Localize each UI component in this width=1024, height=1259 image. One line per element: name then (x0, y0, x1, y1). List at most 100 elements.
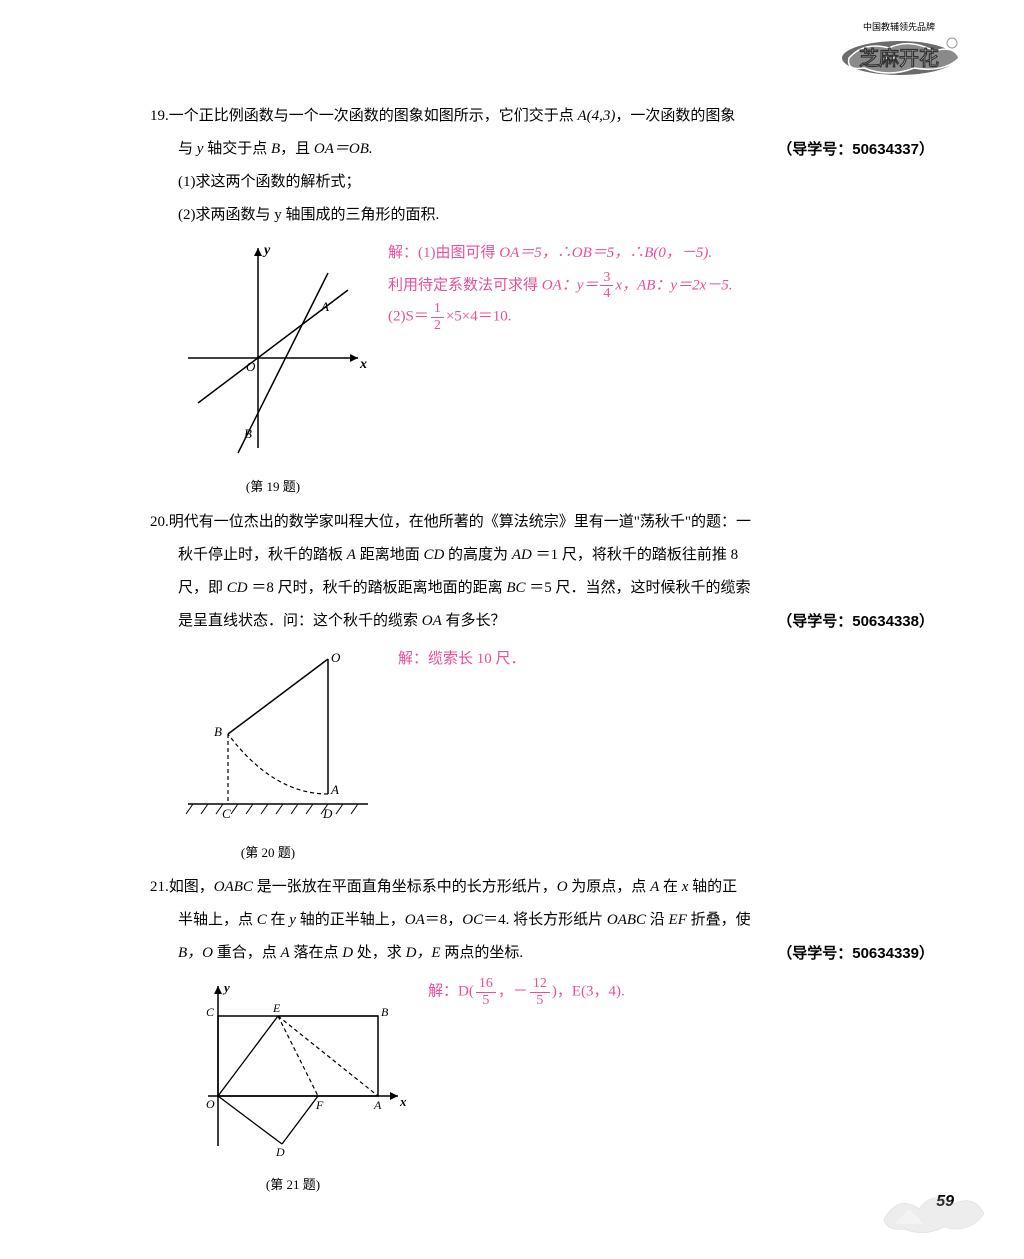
q19-ans1-d: OA：y＝ (542, 277, 599, 293)
q19-ans1-b: OA＝5，∴OB＝5，∴B(0，－5). (499, 245, 712, 261)
q21-t3d: 处，求 (353, 945, 406, 961)
q21-D: D (342, 945, 353, 961)
q21-t2d: ＝8， (425, 912, 463, 928)
q20-D-lbl: D (322, 806, 333, 821)
q21-ref: （导学号：50634339） (777, 937, 934, 970)
q19-f2d: 2 (431, 318, 444, 333)
q19-f2n: 1 (431, 301, 444, 317)
q21-f2d: 5 (530, 993, 550, 1008)
q19-x-label: x (359, 357, 367, 372)
question-19: 19.一个正比例函数与一个一次函数的图象如图所示，它们交于点 A(4,3)，一次… (150, 100, 934, 502)
q19-eq1: OA＝OB. (314, 141, 373, 157)
q21-t1d: 在 (659, 879, 682, 895)
q21-line3: B，O 重合，点 A 落在点 D 处，求 D，E 两点的坐标. （导学号：506… (150, 945, 523, 961)
q21-f2n: 12 (530, 976, 550, 992)
q20-t1: 明代有一位杰出的数学家叫程大位，在他所著的《算法统宗》里有一道"荡秋千"的题：一 (169, 514, 751, 530)
q21-figure-block: y x C B O A E F D (第 21 (150, 976, 934, 1200)
q21-t3a: B，O (178, 945, 213, 961)
watermark-bottom (874, 1179, 994, 1239)
q21-t2e: ＝4. 将长方形纸片 (483, 912, 607, 928)
q20-figure: O A D B C (第 20 题) (178, 644, 378, 868)
q19-f1d: 4 (600, 286, 613, 301)
q19-answer: 解：(1)由图可得 OA＝5，∴OB＝5，∴B(0，－5). 利用待定系数法可求… (388, 238, 934, 333)
q19-pointA: A(4,3) (578, 108, 616, 124)
q20-B-lbl: B (214, 724, 222, 739)
q21-O: O (557, 879, 568, 895)
q21-EF: EF (669, 912, 687, 928)
q21-figcap: (第 21 题) (178, 1171, 408, 1200)
q21-y: y (289, 912, 296, 928)
q21-t1a: 如图， (169, 879, 214, 895)
q21-t1e: 轴的正 (688, 879, 737, 895)
q19-ans1-a: 解：(1)由图可得 (388, 245, 499, 261)
q20-OA: OA (422, 613, 442, 629)
q19-ref: （导学号：50634337） (777, 133, 934, 166)
brand-topline: 中国教辅领先品牌 (834, 20, 964, 33)
q21-t2c: 轴的正半轴上， (296, 912, 405, 928)
q21-t3b: 重合，点 (213, 945, 281, 961)
q21-ans-a: 解：D( (428, 984, 474, 1000)
brand-logo-top: 中国教辅领先品牌 芝麻开花 (834, 20, 964, 80)
q20-t2c: 的高度为 (444, 547, 512, 563)
q21-number: 21. (150, 879, 169, 895)
q21-t2g: 折叠，使 (687, 912, 751, 928)
q20-line3: 尺，即 CD ＝8 尺时，秋千的踏板距离地面的距离 BC ＝5 尺．当然，这时候… (150, 580, 751, 596)
q21-B-lbl: B (381, 1005, 389, 1019)
q20-A-lbl: A (330, 782, 339, 797)
q20-t4a: 是呈直线状态．问：这个秋千的缆索 (178, 613, 422, 629)
q21-C: C (257, 912, 267, 928)
q21-A2: A (281, 945, 290, 961)
q21-C-lbl: C (206, 1005, 215, 1019)
q21-t2b: 在 (267, 912, 290, 928)
q21-y-lbl: y (222, 980, 230, 995)
q19-l2-a: 与 (178, 141, 197, 157)
q19-ans2-b: ×5×4＝10. (446, 309, 512, 325)
q21-ans-b: ，－ (498, 984, 528, 1000)
q21-OA2: OA (405, 912, 425, 928)
q19-text-1a: 一个正比例函数与一个一次函数的图象如图所示，它们交于点 (169, 108, 578, 124)
q20-figure-block: O A D B C (第 20 题) 解：缆索长 10 尺． (150, 644, 934, 868)
q19-sub2: (2)求两函数与 y 轴围成的三角形的面积. (150, 199, 934, 232)
q21-t3c: 落在点 (290, 945, 343, 961)
q21-t2a: 半轴上，点 (178, 912, 257, 928)
q19-sub1: (1)求这两个函数的解析式； (150, 166, 934, 199)
question-21: 21.如图，OABC 是一张放在平面直角坐标系中的长方形纸片，O 为原点，点 A… (150, 871, 934, 1200)
q19-ans1-c: 利用待定系数法可求得 (388, 277, 542, 293)
q20-BC: BC (506, 580, 525, 596)
q20-ref: （导学号：50634338） (777, 605, 934, 638)
q19-ans2-a: (2)S＝ (388, 309, 429, 325)
q19-ans1-e: x，AB：y＝2x－5. (615, 277, 732, 293)
q20-A: A (347, 547, 356, 563)
q21-t1b: 是一张放在平面直角坐标系中的长方形纸片， (253, 879, 557, 895)
question-20: 20.明代有一位杰出的数学家叫程大位，在他所著的《算法统宗》里有一道"荡秋千"的… (150, 506, 934, 868)
q20-t3a: 尺，即 (178, 580, 227, 596)
svg-text:芝麻开花: 芝麻开花 (859, 46, 939, 70)
q21-OABC2: OABC (607, 912, 646, 928)
q20-answer: 解：缆索长 10 尺． (398, 644, 934, 676)
q19-f1n: 3 (600, 270, 613, 286)
q21-F-lbl: F (315, 1098, 324, 1112)
q20-line2: 秋千停止时，秋千的踏板 A 距离地面 CD 的高度为 AD ＝1 尺，将秋千的踏… (150, 547, 738, 563)
q20-CD: CD (423, 547, 444, 563)
q21-x-lbl: x (399, 1094, 407, 1109)
q19-B: B (271, 141, 280, 157)
q21-ans-c: )，E(3，4). (552, 984, 625, 1000)
q20-t4b: 有多长？ (442, 613, 506, 629)
q21-t2f: 沿 (646, 912, 669, 928)
q19-line2: 与 y 轴交于点 B，且 OA＝OB. （导学号：50634337） (150, 141, 373, 157)
q20-t3c: ＝5 尺．当然，这时候秋千的缆索 (526, 580, 751, 596)
q21-OC: OC (462, 912, 483, 928)
q21-t3e: 两点的坐标. (441, 945, 524, 961)
q19-frac2: 12 (431, 301, 444, 333)
q19-text-1b: ，一次函数的图象 (615, 108, 735, 124)
q21-DE: D，E (406, 945, 441, 961)
q21-svg: y x C B O A E F D (178, 976, 408, 1156)
q21-A: A (650, 879, 659, 895)
q20-svg: O A D B C (178, 644, 378, 824)
q20-figcap: (第 20 题) (158, 839, 378, 868)
q19-figure: y x O A B (第 19 题) (178, 238, 368, 502)
q21-frac1: 165 (476, 976, 496, 1008)
q19-figure-block: y x O A B (第 19 题) 解：(1)由图可得 OA＝5，∴OB＝5，… (150, 238, 934, 502)
q19-frac1: 34 (600, 270, 613, 302)
q20-number: 20. (150, 514, 169, 530)
